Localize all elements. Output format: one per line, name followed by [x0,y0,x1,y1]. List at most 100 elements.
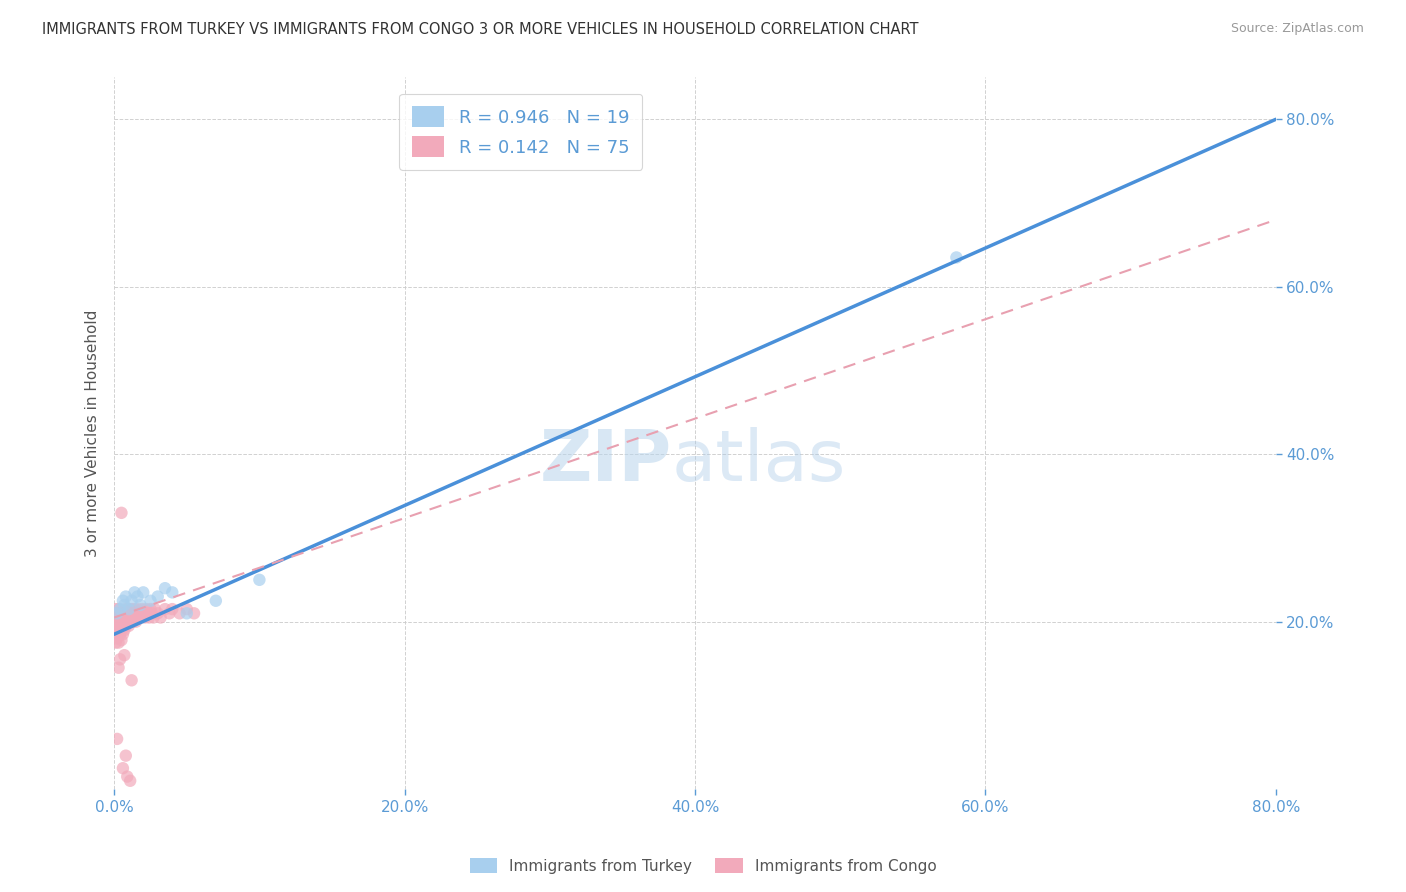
Point [108,619,131,633]
Point [117,770,139,784]
Point [176,602,198,616]
Point [114,610,136,624]
Point [110,615,132,629]
Point [111,627,134,641]
Point [107,635,129,649]
Point [124,585,146,599]
Point [121,610,143,624]
Point [183,607,205,621]
Point [205,593,228,607]
Point [112,623,135,637]
Point [122,615,145,629]
Point [162,602,184,616]
Point [114,602,136,616]
Point [169,607,191,621]
Point [143,602,166,616]
Point [108,627,131,641]
Point [110,506,132,520]
Point [149,610,172,624]
Point [138,610,160,624]
Point [127,602,149,616]
Point [142,610,165,624]
Point [105,607,128,621]
Point [131,602,153,616]
Point [132,607,155,621]
Point [157,607,180,621]
Point [129,598,152,612]
Point [114,748,136,763]
Point [104,610,127,624]
Point [117,607,139,621]
Point [111,593,134,607]
Point [132,585,155,599]
Point [146,590,169,604]
Point [108,602,131,616]
Point [105,632,128,646]
Point [153,602,176,616]
Point [121,673,143,688]
Point [129,610,152,624]
Point [114,619,136,633]
Point [247,573,270,587]
Point [105,607,128,621]
Point [110,623,132,637]
Point [153,581,176,595]
Legend: R = 0.946   N = 19, R = 0.142   N = 75: R = 0.946 N = 19, R = 0.142 N = 75 [399,94,643,169]
Point [120,615,142,629]
Point [122,607,145,621]
Point [112,615,135,629]
Point [945,251,967,265]
Point [111,610,134,624]
Point [107,602,129,616]
Point [104,635,127,649]
Point [162,585,184,599]
Point [135,602,157,616]
Point [112,598,135,612]
Point [104,602,127,616]
Point [139,602,162,616]
Point [121,602,143,616]
Point [107,661,129,675]
Point [112,607,135,621]
Point [104,619,127,633]
Point [176,607,198,621]
Point [125,607,148,621]
Point [110,607,132,621]
Point [125,615,148,629]
Point [110,633,132,648]
Point [112,648,135,663]
Text: IMMIGRANTS FROM TURKEY VS IMMIGRANTS FROM CONGO 3 OR MORE VEHICLES IN HOUSEHOLD : IMMIGRANTS FROM TURKEY VS IMMIGRANTS FRO… [42,22,918,37]
Point [120,773,142,788]
Text: Source: ZipAtlas.com: Source: ZipAtlas.com [1230,22,1364,36]
Point [111,619,134,633]
Text: atlas: atlas [672,427,846,496]
Point [118,619,141,633]
Point [118,602,141,616]
Point [105,615,128,629]
Point [118,602,141,616]
Point [134,610,156,624]
Y-axis label: 3 or more Vehicles in Household: 3 or more Vehicles in Household [86,310,100,557]
Point [120,607,142,621]
Point [124,602,146,616]
Point [111,761,134,775]
Point [136,607,159,621]
Point [104,627,127,641]
Point [128,607,150,621]
Point [139,593,162,607]
Point [108,652,131,666]
Point [107,623,129,637]
Point [117,615,139,629]
Point [127,590,149,604]
Legend: Immigrants from Turkey, Immigrants from Congo: Immigrants from Turkey, Immigrants from … [464,852,942,880]
Point [105,619,128,633]
Point [146,607,169,621]
Point [141,607,163,621]
Point [121,593,143,607]
Point [124,610,146,624]
Text: ZIP: ZIP [540,427,672,496]
Point [118,610,141,624]
Point [107,610,129,624]
Point [114,590,136,604]
Point [105,731,128,746]
